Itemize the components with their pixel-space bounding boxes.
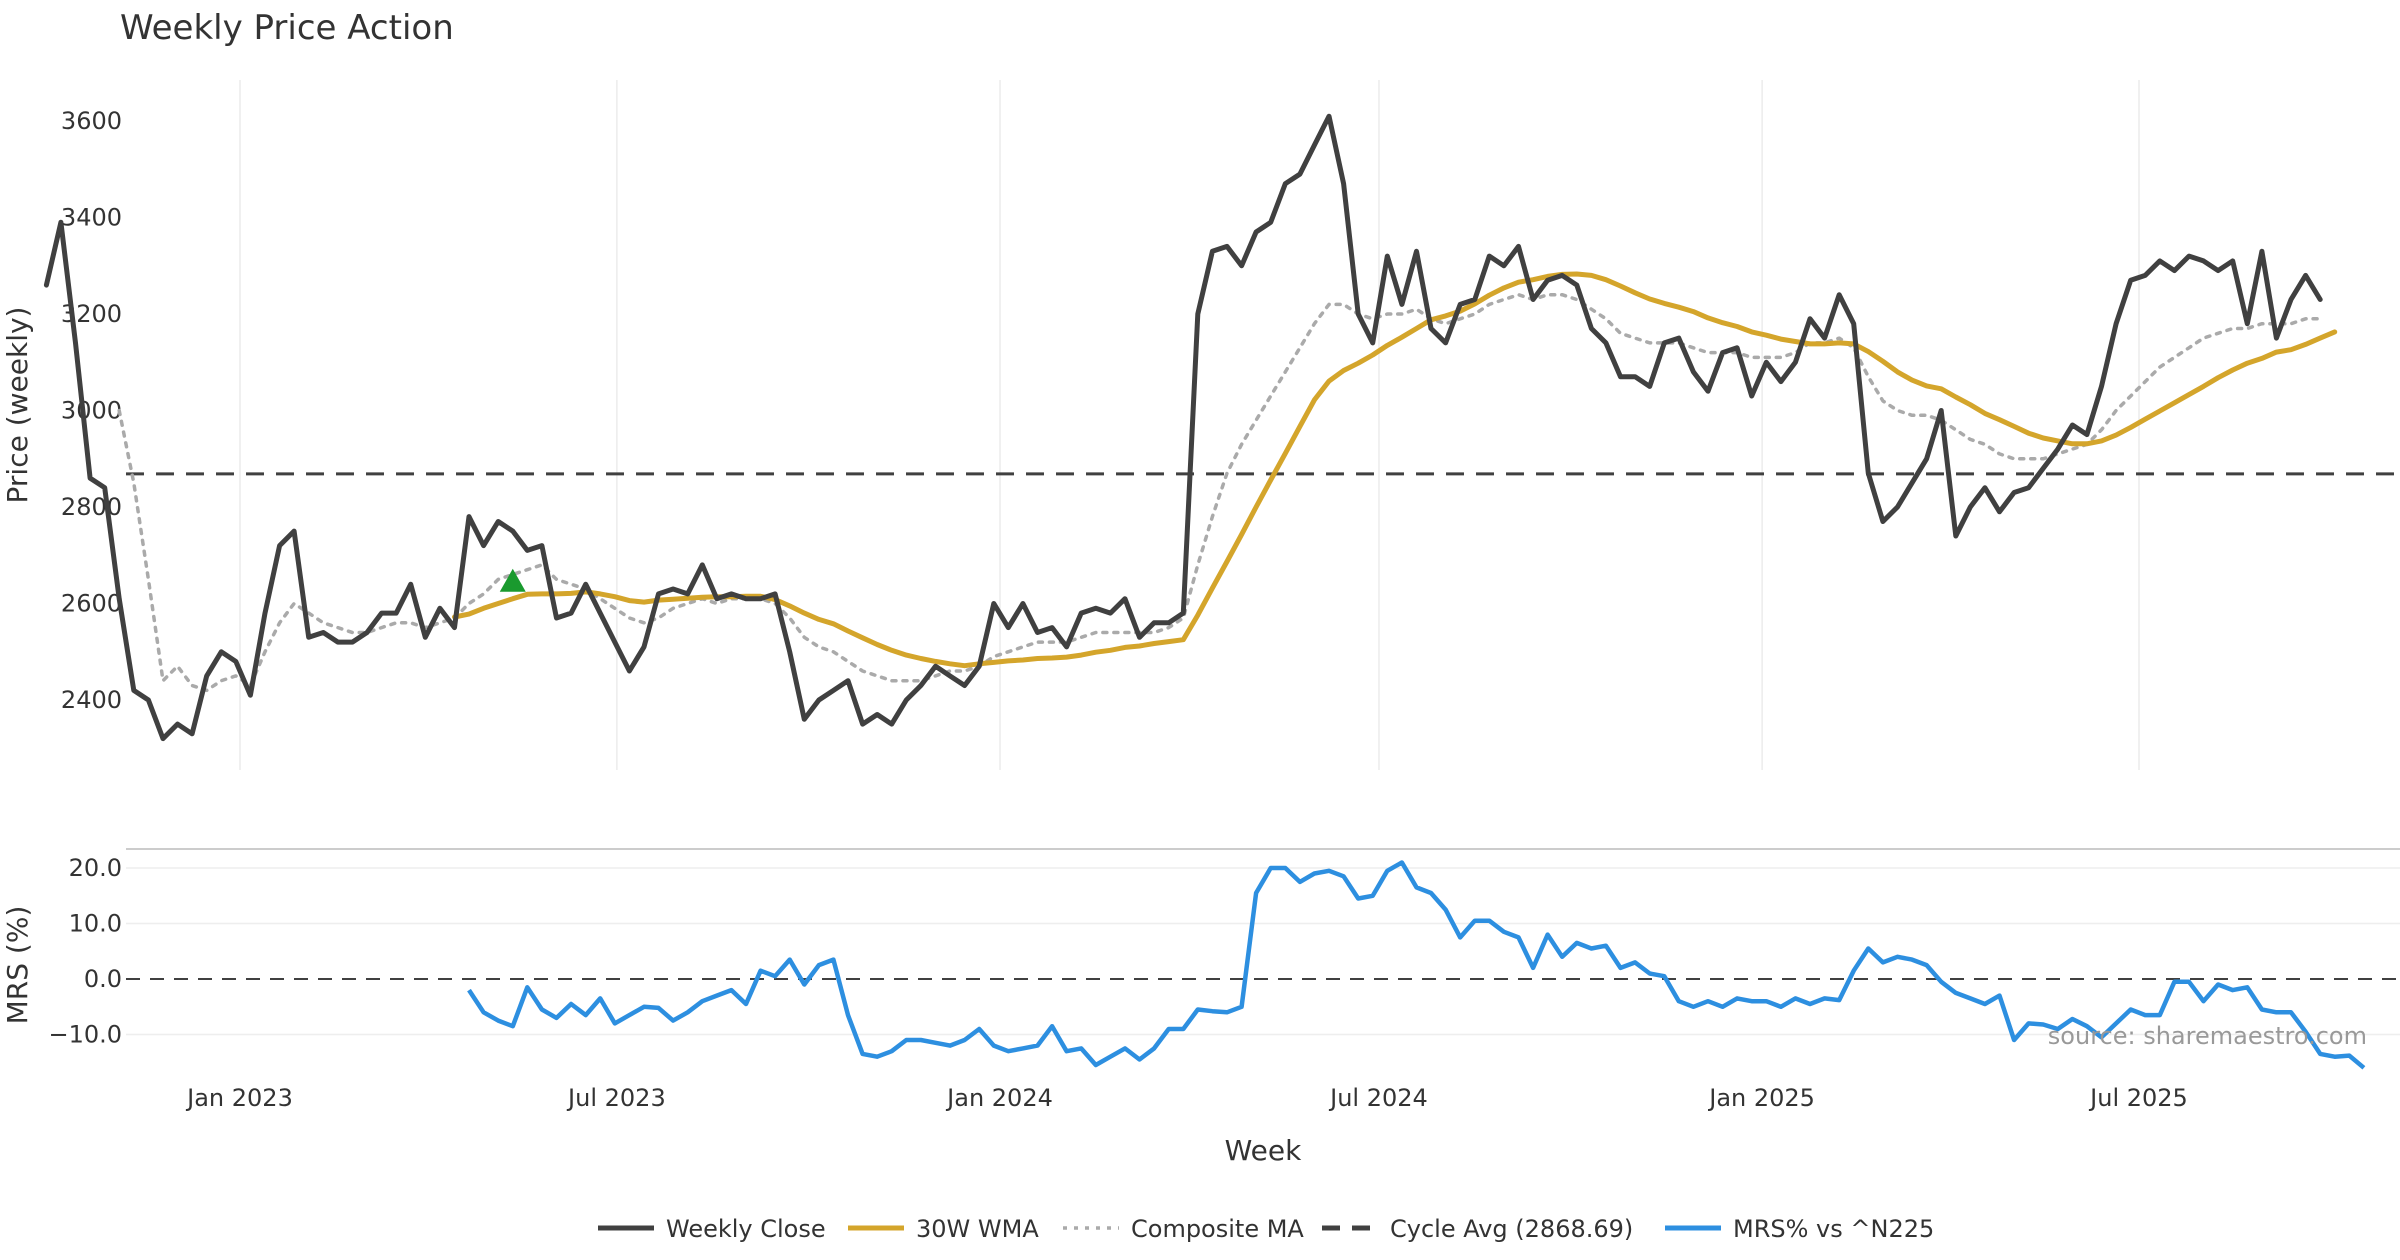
price-tick-label: 3000 xyxy=(61,397,122,425)
mrs-tick-label: −10.0 xyxy=(48,1021,122,1049)
wma-30w-line xyxy=(452,271,2338,669)
source-watermark: source: sharemaestro.com xyxy=(2048,1022,2367,1050)
mrs-tick-label: 0.0 xyxy=(84,965,122,993)
legend-item-3: Cycle Avg (2868.69) xyxy=(1322,1215,1633,1243)
legend-item-0: Weekly Close xyxy=(598,1215,826,1243)
legend-label: Composite MA xyxy=(1131,1215,1304,1243)
legend: Weekly Close 30W WMA Composite MA Cycle Avg… xyxy=(598,1215,1934,1243)
x-tick-label: Jan 2023 xyxy=(185,1084,293,1112)
price-tick-label: 3600 xyxy=(61,107,122,135)
composite-ma-line xyxy=(117,292,2322,693)
x-tick-label: Jan 2024 xyxy=(945,1084,1053,1112)
price-tick-label: 2800 xyxy=(61,493,122,521)
mrs-y-axis-label: MRS (%) xyxy=(1,906,34,1025)
legend-item-1: 30W WMA xyxy=(848,1215,1039,1243)
x-axis-label: Week xyxy=(1225,1134,1302,1167)
chart-title: Weekly Price Action xyxy=(120,8,454,48)
x-tick-label: Jul 2024 xyxy=(1328,1084,1428,1112)
legend-label: Cycle Avg (2868.69) xyxy=(1390,1215,1633,1243)
price-y-axis-label: Price (weekly) xyxy=(1,307,34,504)
mrs-tick-label: 20.0 xyxy=(69,854,122,882)
buy-signal-marker xyxy=(499,568,526,592)
x-tick-label: Jan 2025 xyxy=(1707,1084,1815,1112)
price-tick-label: 2400 xyxy=(61,686,122,714)
legend-label: Weekly Close xyxy=(666,1215,826,1243)
price-series-group xyxy=(43,113,2338,742)
mrs-y-axis-ticks: 20.0 10.0 0.0 −10.0 xyxy=(48,854,122,1049)
weekly-close-line xyxy=(43,113,2323,742)
gridlines xyxy=(126,80,2400,1036)
mrs-tick-label: 10.0 xyxy=(69,910,122,938)
legend-label: MRS% vs ^N225 xyxy=(1733,1215,1934,1243)
price-tick-label: 3400 xyxy=(61,204,122,232)
mrs-series-group xyxy=(467,860,2366,1070)
signal-markers xyxy=(499,568,526,592)
mrs-line xyxy=(467,860,2366,1070)
legend-item-4: MRS% vs ^N225 xyxy=(1665,1215,1934,1243)
x-tick-label: Jul 2025 xyxy=(2088,1084,2188,1112)
x-axis-ticks: Jan 2023 Jul 2023 Jan 2024 Jul 2024 Jan 2025… xyxy=(185,1084,2188,1112)
legend-item-2: Composite MA xyxy=(1063,1215,1304,1243)
price-tick-label: 2600 xyxy=(61,590,122,618)
x-tick-label: Jul 2023 xyxy=(566,1084,666,1112)
legend-label: 30W WMA xyxy=(916,1215,1039,1243)
